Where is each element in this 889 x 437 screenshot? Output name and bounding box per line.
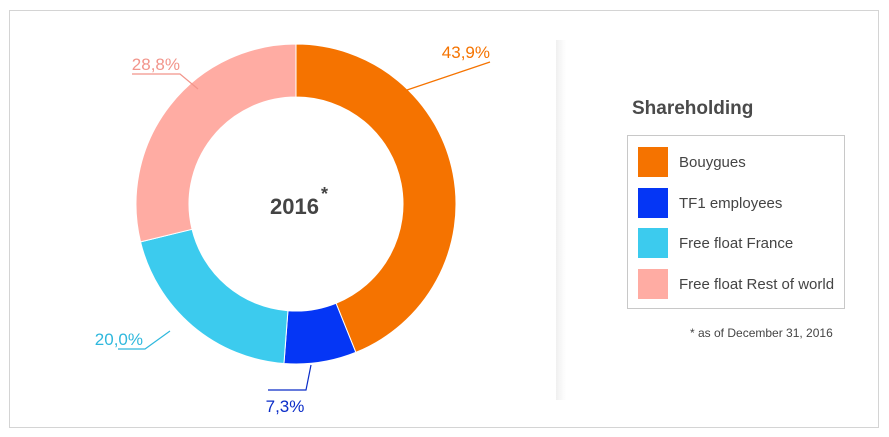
- callout-line-3: [132, 73, 199, 90]
- legend-label-tf1-employees: TF1 employees: [679, 194, 783, 212]
- legend-item-free-float-france: Free float France: [638, 228, 793, 258]
- data-label-1: 7,3%: [266, 397, 305, 416]
- data-label-0: 43,9%: [442, 43, 490, 62]
- legend-swatch-bouygues: [638, 147, 668, 177]
- slice-bouygues: [295, 43, 457, 354]
- legend-label-free-float-rest: Free float Rest of world: [679, 275, 835, 293]
- legend-swatch-tf1-employees: [638, 188, 668, 218]
- legend-swatch-free-float-rest: [638, 269, 668, 299]
- donut-slices: [135, 43, 457, 365]
- legend-item-bouygues: Bouygues: [638, 147, 746, 177]
- data-label-2: 20,0%: [95, 330, 143, 349]
- legend-item-free-float-rest: Free float Rest of world: [638, 269, 834, 299]
- data-label-3: 28,8%: [132, 55, 180, 74]
- legend-label-bouygues: Bouygues: [679, 153, 746, 171]
- legend: Bouygues TF1 employees Free float France…: [627, 135, 845, 309]
- footnote: * as of December 31, 2016: [690, 326, 833, 340]
- slice-free-float-france: [139, 228, 289, 365]
- center-year-label: 2016: [270, 194, 319, 219]
- legend-title: Shareholding: [632, 98, 754, 119]
- slice-callouts: 43,9% 7,3% 20,0% 28,8%: [95, 43, 491, 416]
- callout-line-1: [268, 364, 312, 391]
- slice-free-float-rest-of-world: [135, 43, 297, 243]
- legend-item-tf1-employees: TF1 employees: [638, 188, 782, 218]
- panel-divider: [556, 40, 566, 400]
- center-asterisk: *: [321, 184, 328, 204]
- legend-label-free-float-france: Free float France: [679, 234, 794, 252]
- legend-swatch-free-float-france: [638, 228, 668, 258]
- callout-line-0: [406, 61, 491, 91]
- callout-line-2: [118, 330, 171, 350]
